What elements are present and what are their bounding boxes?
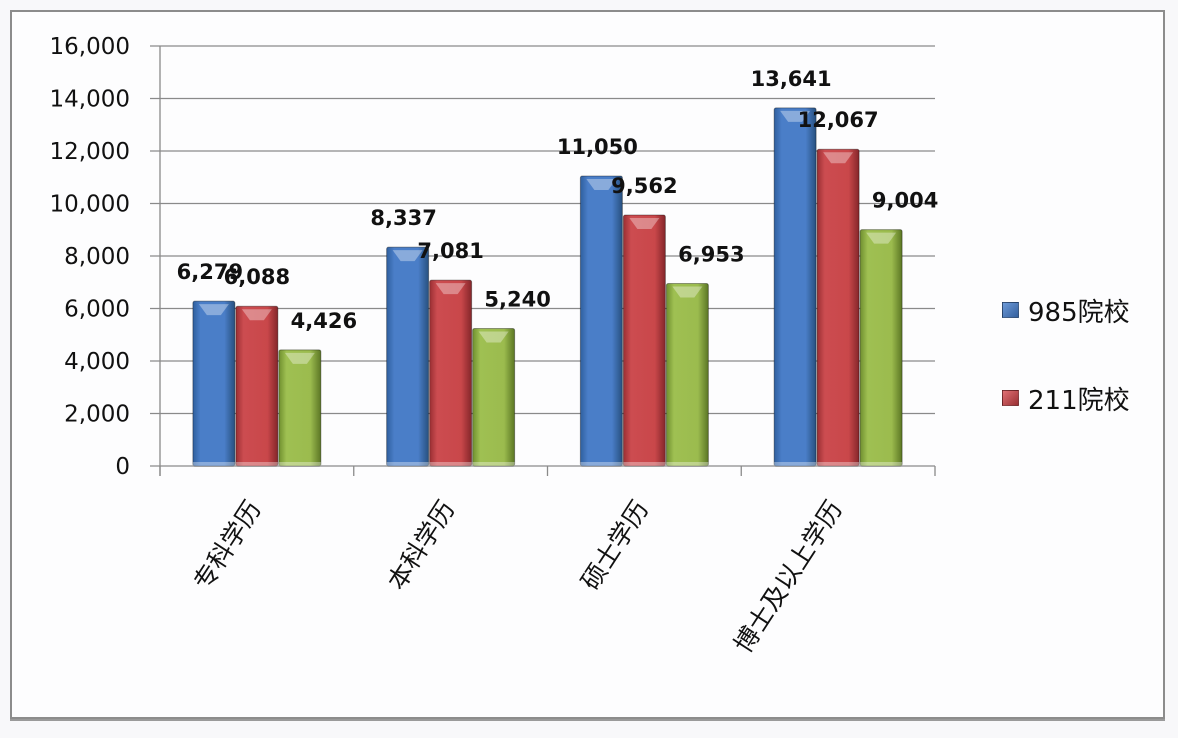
- data-label: 11,050: [557, 135, 638, 159]
- bar-base: [429, 462, 472, 466]
- bar-base: [666, 462, 709, 466]
- bar: [665, 282, 709, 467]
- bar-bevel: [392, 250, 423, 262]
- bar-base: [278, 462, 321, 466]
- y-tick-label: 6,000: [64, 297, 130, 323]
- legend-item-985: 985院校: [1002, 290, 1130, 330]
- legend-item-211: 211院校: [1002, 378, 1130, 418]
- bar-bevel: [435, 283, 466, 295]
- legend-label: 985院校: [1028, 297, 1130, 328]
- bar-base: [192, 462, 235, 466]
- bar: [278, 349, 322, 467]
- data-label: 6,953: [678, 242, 744, 266]
- x-category-label: 本科学历: [382, 495, 461, 595]
- data-label: 9,562: [611, 174, 677, 198]
- bar-base: [235, 462, 278, 466]
- bar: [622, 214, 666, 467]
- y-tick-label: 10,000: [50, 192, 130, 218]
- y-tick-label: 8,000: [64, 244, 130, 270]
- bar: [859, 229, 903, 467]
- y-tick-label: 16,000: [50, 34, 130, 60]
- bar-base: [386, 462, 429, 466]
- bar-bevel: [629, 217, 660, 229]
- y-tick-label: 0: [115, 454, 130, 480]
- data-label: 6,088: [224, 265, 290, 289]
- bar-base: [817, 462, 860, 466]
- bar-base: [774, 462, 817, 466]
- data-label: 5,240: [484, 287, 550, 311]
- bar-bevel: [672, 286, 703, 298]
- bar-bevel: [198, 304, 229, 316]
- x-category-label: 硕士学历: [576, 495, 655, 595]
- bar-bevel: [780, 110, 811, 122]
- bar-bevel: [586, 178, 617, 190]
- data-label: 12,067: [798, 108, 879, 132]
- legend-swatch-985: [1002, 302, 1019, 318]
- y-tick-label: 4,000: [64, 349, 130, 375]
- x-category-label: 专科学历: [188, 495, 267, 595]
- bar: [579, 175, 623, 467]
- bar-bevel: [823, 152, 854, 164]
- y-axis: 0 2,000 4,000 6,000 8,000 10,000 12,000 14,000 1…: [50, 34, 161, 480]
- bar-base: [580, 462, 623, 466]
- y-tick-label: 14,000: [50, 87, 130, 113]
- bar-bevel: [866, 232, 897, 244]
- bar: [773, 107, 817, 467]
- y-tick-label: 2,000: [64, 402, 130, 428]
- bar: [235, 305, 279, 467]
- data-label: 6,279: [177, 260, 243, 284]
- bar-bevel: [478, 331, 509, 343]
- legend-label: 211院校: [1028, 385, 1130, 416]
- bar: [816, 148, 860, 467]
- legend: 985院校 211院校: [1002, 290, 1130, 466]
- data-label: 4,426: [291, 309, 357, 333]
- x-axis: 专科学历 本科学历 硕士学历 博士及以上学历: [159, 466, 936, 658]
- data-label: 9,004: [872, 189, 938, 213]
- bar-bevel: [241, 309, 272, 321]
- bar-base: [860, 462, 903, 466]
- data-label: 8,337: [370, 206, 436, 230]
- data-label: 7,081: [417, 239, 483, 263]
- bar: [386, 246, 430, 467]
- bar-base: [623, 462, 666, 466]
- bar: [429, 279, 473, 467]
- bar-bevel: [284, 352, 315, 364]
- bar-base: [472, 462, 515, 466]
- legend-swatch-211: [1002, 390, 1019, 406]
- bar-series: [192, 107, 903, 467]
- bar: [192, 300, 236, 467]
- data-label: 13,641: [751, 67, 832, 91]
- bar: [472, 327, 516, 467]
- y-tick-label: 12,000: [50, 139, 130, 165]
- x-category-label: 博士及以上学历: [729, 495, 849, 658]
